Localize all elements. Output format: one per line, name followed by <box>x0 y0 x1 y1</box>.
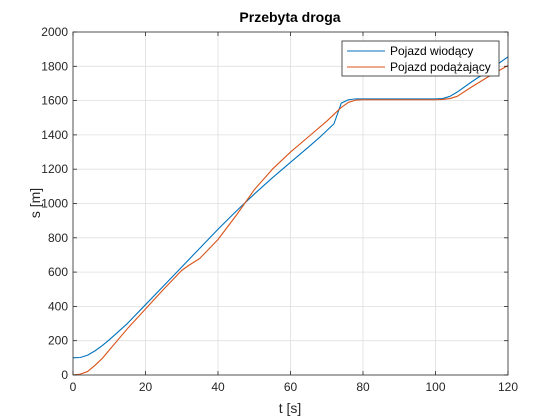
x-tick-label: 60 <box>284 380 298 394</box>
legend: Pojazd wiodący Pojazd podążający <box>341 40 500 77</box>
x-tick-label: 120 <box>498 380 518 394</box>
series-line-pojazd-podazajacy <box>73 64 508 375</box>
x-tick-label: 20 <box>139 380 153 394</box>
y-tick-label: 400 <box>48 299 68 313</box>
y-tick-label: 1200 <box>41 162 68 176</box>
series-layer <box>73 56 508 375</box>
y-tick-label: 200 <box>48 334 68 348</box>
grid <box>73 32 508 375</box>
x-tick-label: 0 <box>70 380 77 394</box>
x-tick-label: 80 <box>356 380 370 394</box>
legend-box <box>341 40 500 77</box>
legend-label-pojazd-wiodacy: Pojazd wiodący <box>390 44 473 58</box>
y-tick-label: 0 <box>61 368 68 382</box>
ticks: 0 20 40 60 80 100 1200200400600800100012001400… <box>41 25 518 394</box>
chart-title: Przebyta droga <box>239 9 340 25</box>
y-tick-label: 1400 <box>41 128 68 142</box>
x-axis-label: t [s] <box>279 400 302 416</box>
y-axis-label: s [m] <box>27 188 43 218</box>
x-tick-label: 40 <box>211 380 225 394</box>
x-tick-label: 100 <box>425 380 445 394</box>
y-tick-label: 2000 <box>41 25 68 39</box>
y-tick-label: 600 <box>48 265 68 279</box>
y-tick-label: 800 <box>48 231 68 245</box>
series-line-pojazd-wiodacy <box>73 56 508 359</box>
y-tick-label: 1000 <box>41 197 68 211</box>
y-tick-label: 1600 <box>41 94 68 108</box>
legend-label-pojazd-podazajacy: Pojazd podążający <box>390 60 491 74</box>
y-tick-label: 1800 <box>41 59 68 73</box>
